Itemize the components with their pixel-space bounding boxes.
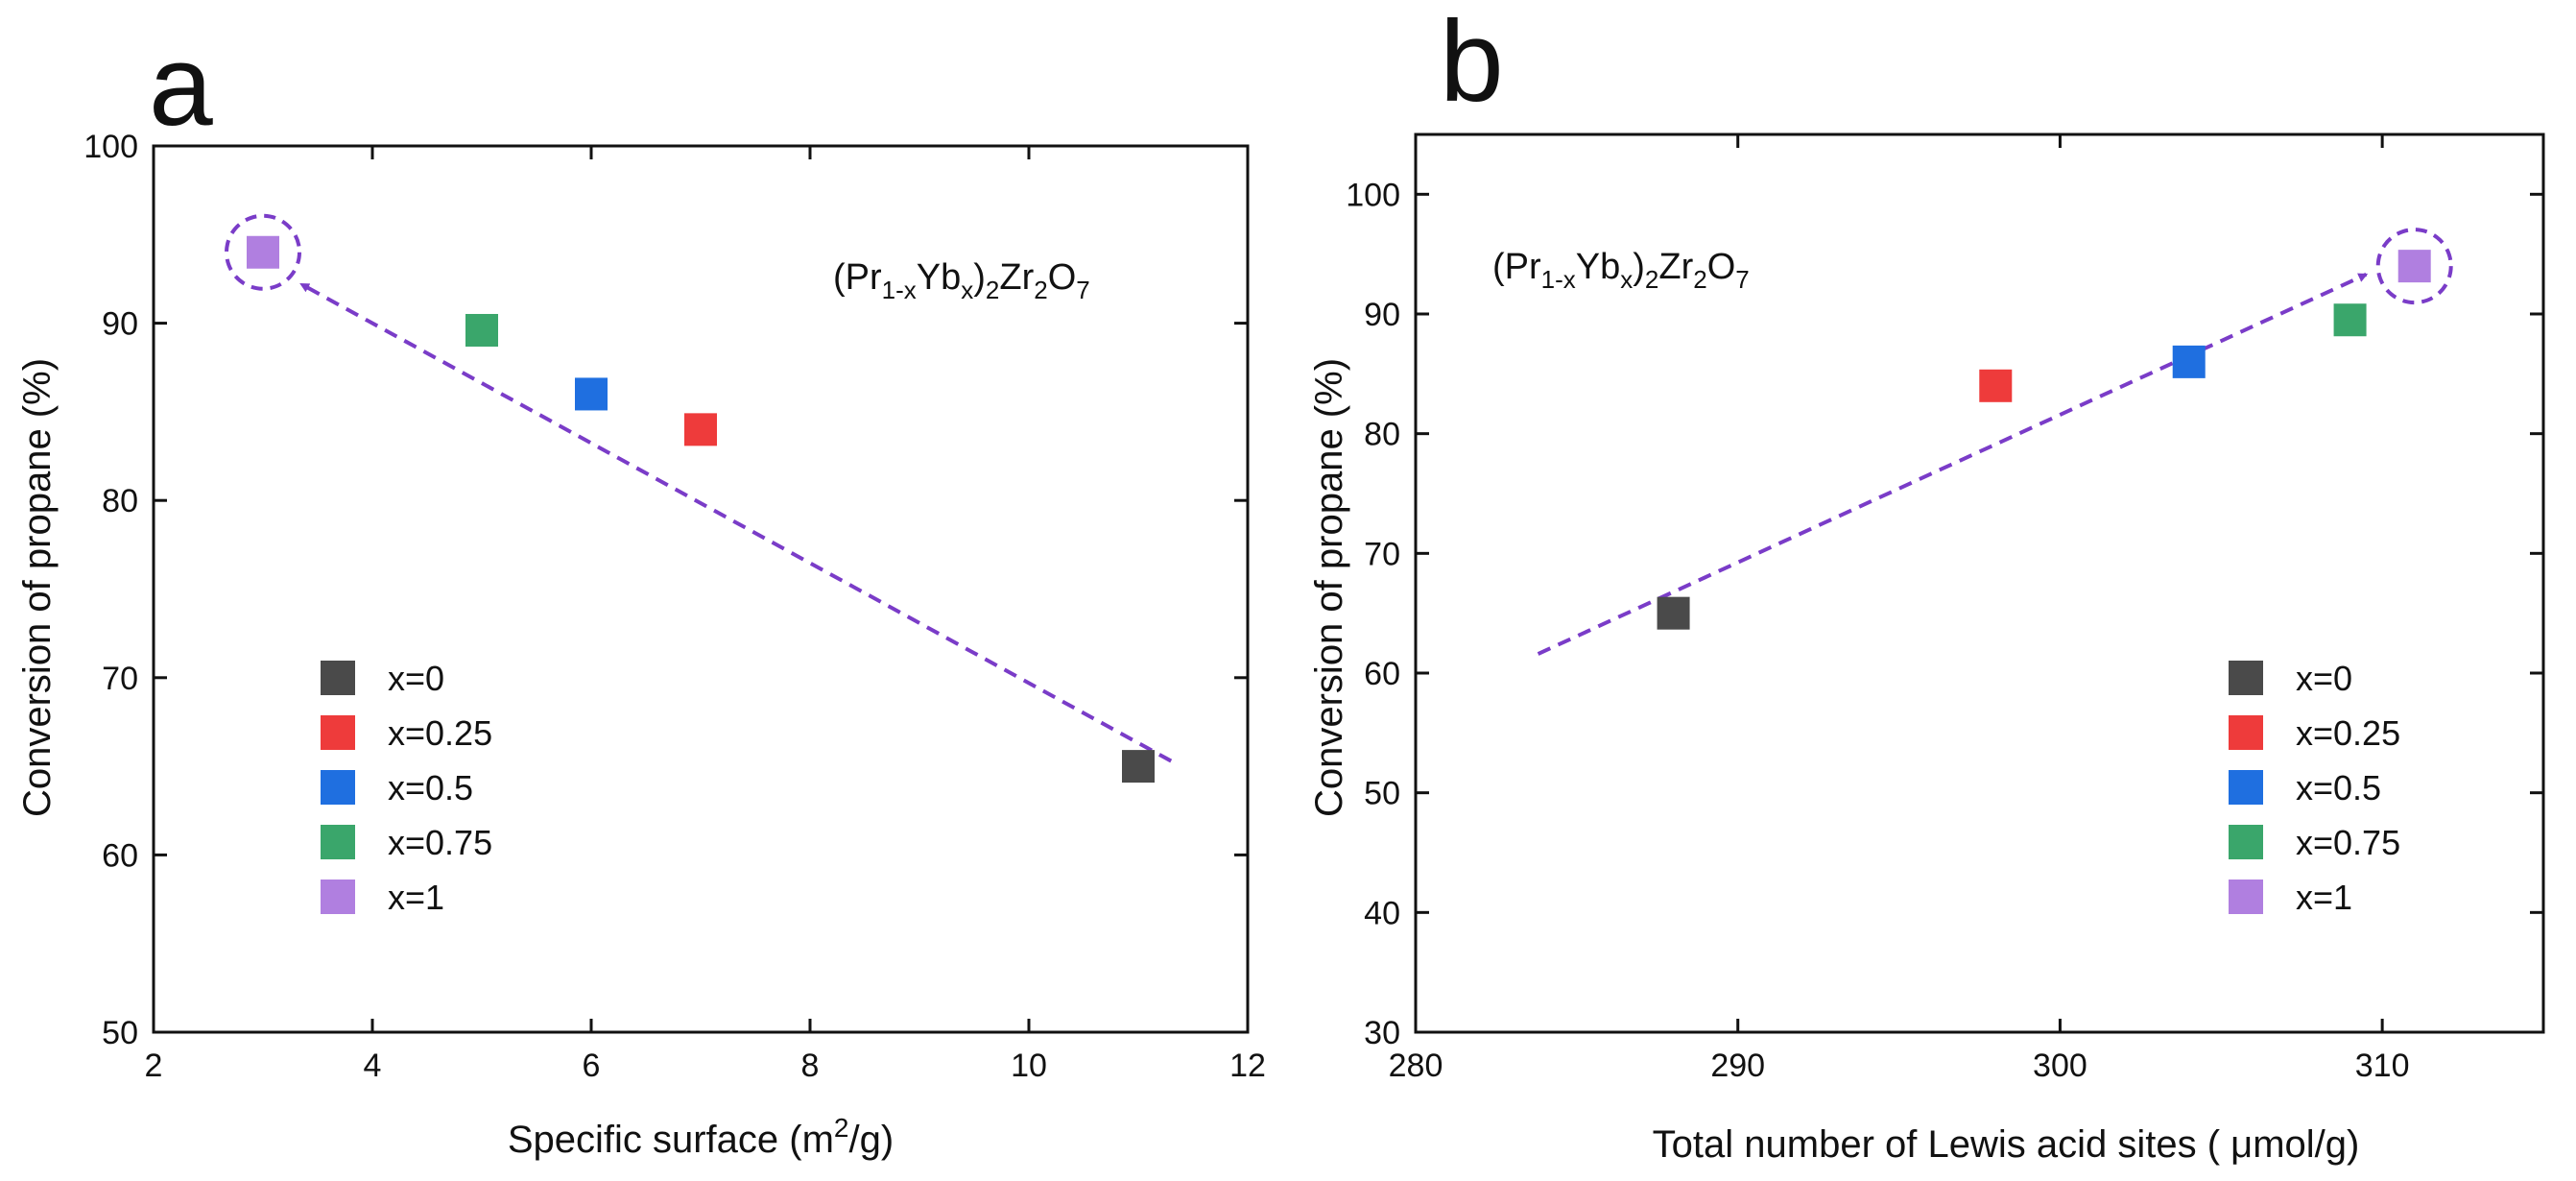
x-axis-title-b: Total number of Lewis acid sites ( μmol/… (1653, 1123, 2360, 1166)
x-axis-title-a: Specific surface (m2/g) (508, 1113, 894, 1161)
y-tick-label-b-60: 60 (1364, 656, 1400, 692)
data-point-a-x1 (247, 235, 279, 269)
y-tick-label-b-50: 50 (1364, 776, 1400, 812)
data-point-b-x0 (1657, 596, 1690, 630)
ticks-a: 2 4 6 8 10 12 50 60 70 80 90 100 (83, 129, 1266, 1084)
legend-label-b-3: x=0.75 (2296, 823, 2400, 862)
y-tick-label-b-100: 100 (1346, 177, 1400, 213)
legend-swatch-a-3 (321, 825, 355, 859)
points-a (247, 235, 1155, 783)
trend-arrow-a (299, 282, 1173, 763)
x-tick-label-a-2: 2 (145, 1048, 163, 1084)
trend-b (1537, 228, 2453, 656)
x-tick-label-a-6: 6 (583, 1048, 601, 1084)
legend-swatch-b-2 (2229, 770, 2263, 805)
panel-letter-a: a (149, 21, 213, 150)
x-tick-label-a-4: 4 (364, 1048, 382, 1084)
highlight-circle-a (225, 213, 301, 291)
trend-a (225, 213, 1173, 763)
y-tick-label-b-30: 30 (1364, 1015, 1400, 1051)
y-tick-label-a-100: 100 (83, 129, 138, 165)
legend-swatch-a-4 (321, 880, 355, 914)
y-tick-label-b-40: 40 (1364, 895, 1400, 931)
legend-swatch-b-1 (2229, 715, 2263, 750)
legend-a: x=0 x=0.25 x=0.5 x=0.75 x=1 (321, 659, 492, 917)
y-tick-label-a-90: 90 (102, 306, 138, 343)
x-tick-label-b-290: 290 (1710, 1048, 1765, 1084)
legend-b: x=0 x=0.25 x=0.5 x=0.75 x=1 (2229, 659, 2400, 917)
legend-label-b-0: x=0 (2296, 659, 2352, 698)
data-point-b-x025 (1979, 369, 2013, 402)
y-tick-label-b-70: 70 (1364, 536, 1400, 572)
formula-label-a: (Pr1-xYbx)2Zr2O7 (833, 257, 1090, 304)
y-tick-label-a-50: 50 (102, 1015, 138, 1051)
legend-swatch-a-1 (321, 715, 355, 750)
data-point-a-x05 (575, 377, 608, 411)
panel-b: b 280 290 300 310 30 40 50 60 70 80 90 100 x=0 x=0.2… (1308, 0, 2545, 1166)
x-tick-label-a-8: 8 (801, 1048, 820, 1084)
y-tick-label-a-70: 70 (102, 661, 138, 697)
legend-swatch-a-2 (321, 770, 355, 805)
y-tick-label-b-90: 90 (1364, 297, 1400, 333)
x-tick-label-b-300: 300 (2033, 1048, 2087, 1084)
x-tick-label-a-12: 12 (1229, 1048, 1266, 1084)
legend-label-a-0: x=0 (388, 659, 444, 698)
plot-frame-b (1414, 133, 2545, 1034)
x-tick-label-b-310: 310 (2355, 1048, 2410, 1084)
points-b (1657, 250, 2431, 630)
legend-label-b-4: x=1 (2296, 878, 2352, 917)
formula-label-b: (Pr1-xYbx)2Zr2O7 (1492, 247, 1750, 294)
data-point-a-x075 (465, 313, 498, 347)
y-tick-label-a-80: 80 (102, 483, 138, 519)
data-point-b-x05 (2172, 345, 2206, 378)
trend-arrow-b (1537, 273, 2369, 656)
data-point-a-x025 (684, 413, 717, 446)
plot-frame-a (152, 144, 1250, 1034)
legend-label-b-1: x=0.25 (2296, 713, 2400, 753)
data-point-a-x0 (1122, 750, 1155, 783)
legend-swatch-a-0 (321, 661, 355, 695)
legend-label-a-4: x=1 (388, 878, 444, 917)
legend-swatch-b-0 (2229, 661, 2263, 695)
highlight-circle-b (2375, 228, 2453, 305)
y-tick-label-b-80: 80 (1364, 417, 1400, 453)
legend-swatch-b-3 (2229, 825, 2263, 859)
y-tick-label-a-60: 60 (102, 837, 138, 874)
legend-label-a-2: x=0.5 (388, 768, 473, 807)
y-axis-title-a: Conversion of propane (%) (16, 358, 59, 817)
y-axis-title-b: Conversion of propane (%) (1308, 358, 1350, 817)
legend-label-a-1: x=0.25 (388, 713, 492, 753)
x-tick-label-b-280: 280 (1389, 1048, 1443, 1084)
legend-label-b-2: x=0.5 (2296, 768, 2381, 807)
x-tick-label-a-10: 10 (1011, 1048, 1047, 1084)
legend-swatch-b-4 (2229, 880, 2263, 914)
ticks-b: 280 290 300 310 30 40 50 60 70 80 90 100 (1346, 134, 2543, 1084)
data-point-b-x075 (2333, 303, 2367, 337)
panel-letter-b: b (1440, 0, 1504, 126)
data-point-b-x1 (2397, 250, 2431, 283)
legend-label-a-3: x=0.75 (388, 823, 492, 862)
